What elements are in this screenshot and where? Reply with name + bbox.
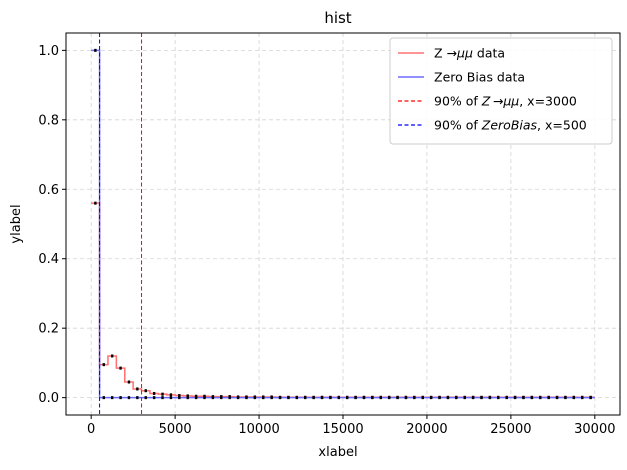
data-point bbox=[178, 396, 181, 400]
y-tick-label: 0.0 bbox=[38, 391, 59, 406]
data-point bbox=[295, 396, 299, 400]
data-point bbox=[186, 394, 189, 398]
data-point bbox=[304, 396, 307, 400]
data-point bbox=[194, 396, 198, 400]
x-tick-label: 15000 bbox=[322, 422, 363, 437]
data-point bbox=[245, 396, 248, 400]
data-point bbox=[371, 396, 374, 400]
x-tick-label: 0 bbox=[87, 422, 95, 437]
data-point bbox=[270, 396, 273, 400]
data-point bbox=[144, 389, 147, 393]
legend-label: Z →μμ data bbox=[434, 46, 505, 61]
data-point bbox=[136, 387, 139, 391]
data-point bbox=[102, 363, 105, 367]
data-point bbox=[396, 396, 399, 400]
data-point bbox=[169, 396, 173, 400]
data-point bbox=[455, 396, 458, 400]
data-point bbox=[211, 396, 215, 400]
data-point bbox=[144, 396, 147, 400]
threshold-lines bbox=[99, 33, 143, 415]
data-point bbox=[228, 396, 231, 400]
data-point bbox=[94, 201, 97, 205]
data-point bbox=[161, 392, 164, 396]
data-point bbox=[287, 396, 290, 400]
chart-title: hist bbox=[324, 9, 351, 27]
data-point bbox=[236, 396, 240, 400]
data-point bbox=[152, 391, 156, 395]
x-tick-label: 5000 bbox=[159, 422, 192, 437]
data-point bbox=[312, 396, 315, 400]
data-point bbox=[186, 396, 189, 400]
data-point bbox=[345, 396, 349, 400]
x-tick-label: 30000 bbox=[574, 422, 615, 437]
legend: Z →μμ data Zero Bias data 90% of Z →μμ, x=… bbox=[389, 37, 613, 145]
legend-label: 90% of ZeroBias, x=500 bbox=[434, 118, 587, 133]
legend-label: Zero Bias data bbox=[434, 70, 525, 85]
legend-label: 90% of Z →μμ, x=3000 bbox=[434, 94, 577, 109]
data-point bbox=[169, 393, 173, 397]
data-point bbox=[278, 396, 282, 400]
data-point bbox=[446, 396, 450, 400]
y-axis-label: ylabel bbox=[9, 204, 24, 243]
data-point bbox=[480, 396, 483, 400]
x-tick-label: 10000 bbox=[238, 422, 279, 437]
data-point bbox=[362, 396, 366, 400]
data-point bbox=[203, 396, 206, 400]
data-point bbox=[572, 396, 576, 400]
data-point bbox=[564, 396, 567, 400]
data-point bbox=[220, 396, 223, 400]
x-axis-ticks: 0 5000 10000 15000 20000 25000 30000 bbox=[87, 415, 615, 437]
data-point bbox=[119, 396, 122, 400]
data-point bbox=[581, 396, 584, 400]
data-point bbox=[589, 396, 592, 400]
data-point bbox=[262, 396, 265, 400]
data-point bbox=[530, 396, 534, 400]
data-point bbox=[505, 396, 508, 400]
x-tick-label: 20000 bbox=[406, 422, 447, 437]
data-point bbox=[539, 396, 542, 400]
y-tick-label: 0.2 bbox=[38, 322, 59, 337]
data-point bbox=[429, 396, 433, 400]
data-point bbox=[387, 396, 391, 400]
data-point bbox=[488, 396, 492, 400]
data-point bbox=[136, 396, 139, 400]
data-markers bbox=[94, 48, 592, 400]
data-point bbox=[413, 396, 416, 400]
y-tick-label: 0.6 bbox=[38, 183, 59, 198]
y-tick-label: 0.8 bbox=[38, 113, 59, 128]
data-point bbox=[94, 48, 97, 52]
data-point bbox=[379, 396, 382, 400]
data-point bbox=[320, 396, 324, 400]
data-point bbox=[127, 380, 131, 384]
data-point bbox=[555, 396, 559, 400]
data-point bbox=[337, 396, 341, 400]
y-tick-label: 0.4 bbox=[38, 252, 59, 267]
data-point bbox=[110, 354, 114, 358]
y-axis-ticks: 0.0 0.2 0.4 0.6 0.8 1.0 bbox=[38, 44, 66, 406]
y-tick-label: 1.0 bbox=[38, 44, 59, 59]
data-point bbox=[463, 396, 466, 400]
data-point bbox=[354, 396, 357, 400]
data-point bbox=[438, 396, 441, 400]
data-point bbox=[471, 396, 475, 400]
data-point bbox=[404, 396, 408, 400]
data-point bbox=[161, 396, 164, 400]
data-point bbox=[119, 366, 122, 370]
data-point bbox=[152, 396, 156, 400]
data-point bbox=[127, 396, 131, 400]
x-tick-label: 25000 bbox=[490, 422, 531, 437]
data-point bbox=[110, 396, 114, 400]
data-point bbox=[102, 396, 105, 400]
data-point bbox=[522, 396, 525, 400]
legend-box bbox=[389, 37, 613, 145]
data-point bbox=[421, 396, 424, 400]
data-point bbox=[329, 396, 332, 400]
data-point bbox=[253, 396, 257, 400]
data-point bbox=[178, 394, 181, 398]
data-point bbox=[547, 396, 550, 400]
data-point bbox=[513, 396, 517, 400]
data-point bbox=[497, 396, 500, 400]
x-axis-label: xlabel bbox=[318, 445, 357, 460]
